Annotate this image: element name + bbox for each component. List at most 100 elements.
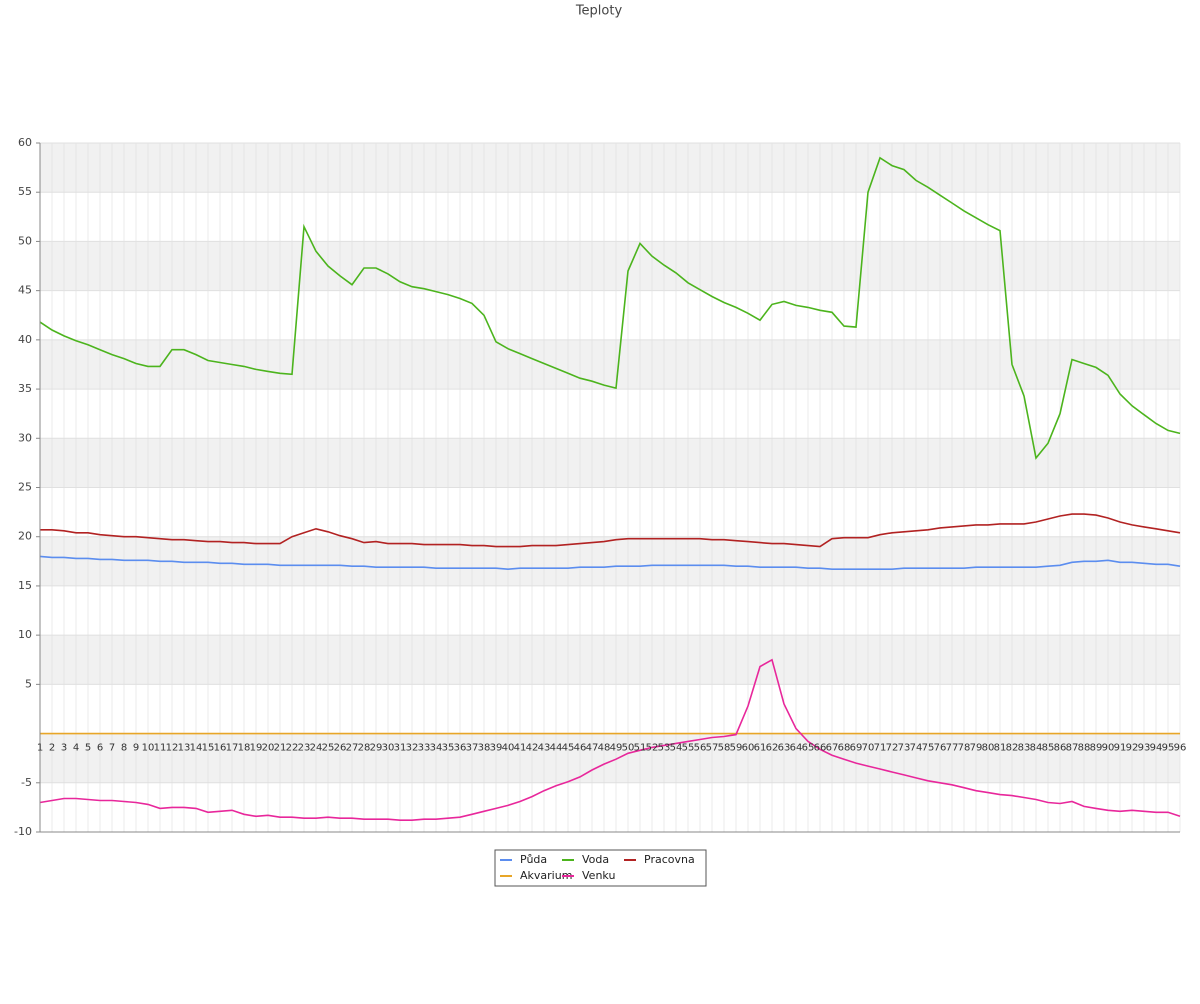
y-tick-label: 50: [18, 234, 32, 247]
x-tick-label: 65: [802, 743, 815, 754]
y-tick-label: -10: [14, 825, 32, 838]
x-tick-label: 91: [1114, 743, 1127, 754]
x-tick-label: 10: [142, 743, 155, 754]
x-tick-label: 49: [610, 743, 623, 754]
x-tick-label: 54: [670, 743, 683, 754]
grid: [39, 142, 1181, 833]
x-tick-label: 35: [442, 743, 455, 754]
x-tick-label: 67: [826, 743, 839, 754]
x-tick-label: 82: [1006, 743, 1019, 754]
x-tick-label: 89: [1090, 743, 1103, 754]
x-tick-label: 5: [85, 743, 91, 754]
x-tick-label: 55: [682, 743, 695, 754]
x-tick-label: 63: [778, 743, 791, 754]
x-tick-label: 71: [874, 743, 887, 754]
x-tick-label: 73: [898, 743, 911, 754]
x-tick-label: 7: [109, 743, 115, 754]
x-tick-label: 29: [370, 743, 383, 754]
x-tick-label: 72: [886, 743, 899, 754]
y-tick-label: -5: [21, 776, 32, 789]
x-tick-label: 40: [502, 743, 515, 754]
x-tick-label: 38: [478, 743, 491, 754]
y-tick-label: 30: [18, 431, 32, 444]
x-tick-label: 56: [694, 743, 707, 754]
grid-band: [40, 733, 1180, 783]
x-tick-label: 61: [754, 743, 767, 754]
grid-band: [40, 438, 1180, 488]
series-lines: [39, 156, 1181, 821]
x-tick-label: 50: [622, 743, 635, 754]
x-tick-label: 66: [814, 743, 827, 754]
y-tick-label: 40: [18, 333, 32, 346]
x-tick-label: 22: [286, 743, 299, 754]
legend-box: [494, 849, 707, 887]
x-tick-label: 14: [190, 743, 203, 754]
grid-band: [40, 143, 1180, 193]
x-tick-label: 8: [121, 743, 127, 754]
x-tick-label: 27: [346, 743, 359, 754]
x-tick-label: 15: [202, 743, 215, 754]
x-tick-label: 13: [178, 743, 191, 754]
x-tick-label: 21: [274, 743, 287, 754]
x-tick-label: 32: [406, 743, 419, 754]
y-tick-label: 60: [18, 136, 32, 149]
y-tick-label: 20: [18, 530, 32, 543]
y-tick-label: 35: [18, 382, 32, 395]
x-tick-label: 9: [133, 743, 139, 754]
x-tick-label: 18: [238, 743, 251, 754]
x-tick-label: 42: [526, 743, 539, 754]
x-tick-label: 93: [1138, 743, 1151, 754]
x-tick-label: 51: [634, 743, 647, 754]
x-tick-label: 58: [718, 743, 731, 754]
grid-band: [40, 635, 1180, 685]
x-tick-label: 60: [742, 743, 755, 754]
x-tick-label: 95: [1162, 743, 1175, 754]
series-line: [40, 513, 1181, 548]
legend: Půda Voda Pracovna Akvarium Venku: [500, 853, 695, 882]
y-tick-label: 45: [18, 284, 32, 297]
x-tick-label: 92: [1126, 743, 1139, 754]
x-tick-label: 30: [382, 743, 395, 754]
x-tick-label: 44: [550, 743, 563, 754]
x-tick-label: 53: [658, 743, 671, 754]
legend-label: Pracovna: [644, 853, 695, 866]
x-tick-label: 19: [250, 743, 263, 754]
x-tick-label: 90: [1102, 743, 1115, 754]
x-tick-label: 4: [73, 743, 79, 754]
x-tick-label: 86: [1054, 743, 1067, 754]
x-tick-label: 48: [598, 743, 611, 754]
y-tick-label: 55: [18, 185, 32, 198]
x-tick-label: 12: [166, 743, 179, 754]
x-tick-label: 78: [958, 743, 971, 754]
legend-label: Akvarium: [520, 869, 572, 882]
x-tick-label: 85: [1042, 743, 1055, 754]
x-tick-label: 34: [430, 743, 443, 754]
x-tick-label: 77: [946, 743, 959, 754]
x-tick-label: 39: [490, 743, 503, 754]
x-tick-label: 37: [466, 743, 479, 754]
x-tick-label: 11: [154, 743, 167, 754]
x-tick-label: 96: [1174, 743, 1187, 754]
x-tick-label: 45: [562, 743, 575, 754]
x-tick-label: 80: [982, 743, 995, 754]
x-tick-label: 16: [214, 743, 227, 754]
series-line: [39, 658, 1181, 821]
x-tick-label: 94: [1150, 743, 1163, 754]
grid-band: [40, 339, 1180, 390]
x-tick-label: 23: [298, 743, 311, 754]
y-tick-label: 15: [18, 579, 32, 592]
series-line: [39, 555, 1181, 571]
x-tick-label: 17: [226, 743, 239, 754]
x-tick-label: 33: [418, 743, 431, 754]
grid-band: [40, 241, 1180, 291]
x-tick-label: 2: [49, 743, 55, 754]
x-tick-label: 31: [394, 743, 407, 754]
series-line: [39, 156, 1181, 460]
x-tick-label: 46: [574, 743, 587, 754]
x-tick-label: 26: [334, 743, 347, 754]
x-tick-label: 84: [1030, 743, 1043, 754]
x-tick-label: 52: [646, 743, 659, 754]
x-tick-label: 43: [538, 743, 551, 754]
